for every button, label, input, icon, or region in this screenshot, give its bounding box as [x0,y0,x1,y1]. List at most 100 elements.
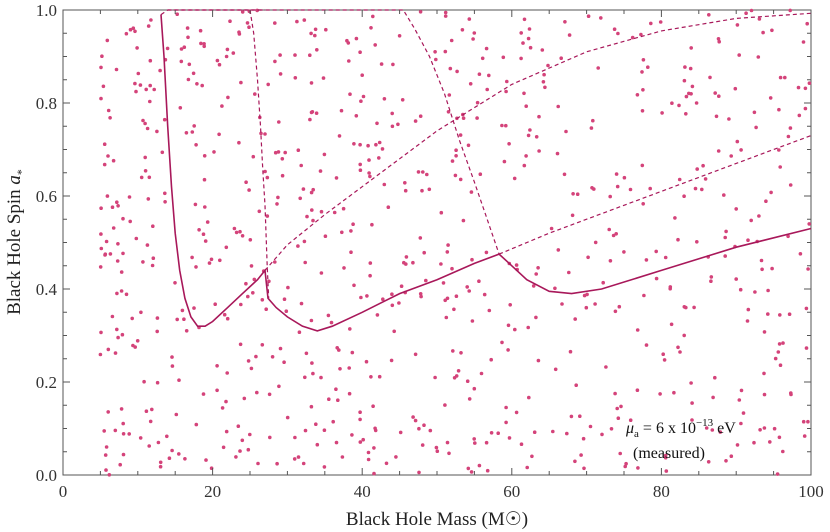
scatter-point [711,395,715,400]
scatter-point [586,255,590,260]
scatter-point [673,216,677,220]
scatter-point [375,313,380,317]
scatter-point [100,54,104,58]
scatter-point [468,82,473,86]
scatter-point [276,195,280,200]
scatter-point [528,128,532,132]
scatter-point [182,317,186,322]
scatter-point [179,47,184,51]
scatter-point [366,457,371,462]
scatter-point [522,17,527,22]
scatter-point [141,118,145,123]
scatter-point [282,360,286,365]
scatter-point [806,267,810,271]
scatter-point [737,398,742,402]
scatter-point [635,93,640,97]
scatter-point [522,163,527,168]
scatter-point [500,340,504,345]
scatter-point [519,31,523,35]
scatter-point [234,230,239,235]
scatter-point [305,214,309,219]
scatter-point [215,364,219,368]
scatter-point [553,367,558,372]
scatter-point [99,232,103,236]
scatter-point [455,69,459,74]
scatter-point [589,126,594,130]
scatter-point [434,445,439,450]
scatter-point [286,285,290,290]
scatter-point [636,466,640,470]
scatter-point [593,240,598,245]
scatter-point [384,461,389,466]
scatter-point [416,170,421,174]
scatter-point [392,329,397,334]
scatter-point [240,234,245,238]
scatter-point [658,392,662,396]
scatter-point [202,44,206,49]
scatter-point [588,424,593,429]
scatter-point [658,20,663,24]
scatter-point [377,156,381,160]
scatter-point [225,47,230,52]
scatter-point [479,371,484,376]
scatter-point [454,148,458,152]
scatter-point [624,461,628,466]
scatter-point [568,349,573,354]
scatter-point [276,150,281,154]
scatter-point [599,16,603,20]
scatter-point [786,234,790,239]
scatter-point [540,48,545,52]
scatter-point [158,460,163,465]
scatter-point [367,171,371,175]
scatter-point [592,187,596,191]
scatter-point [579,453,583,457]
scatter-point [119,270,124,274]
scatter-point [507,142,511,146]
exclusion-dashed-curve [264,12,812,271]
scatter-point [459,351,463,355]
x-tick-label: 80 [653,482,670,501]
scatter-point [304,351,309,356]
scatter-point [120,332,125,337]
scatter-point [504,405,508,410]
scatter-point [700,187,704,192]
scatter-point [646,65,650,69]
scatter-point [299,301,304,306]
scatter-point [121,216,125,221]
scatter-point [372,446,376,450]
scatter-point [688,66,693,71]
scatter-point [402,260,406,265]
scatter-point [586,14,591,18]
y-tick-labels: 0.0 0.2 0.4 0.6 0.8 1.0 [36,1,58,485]
scatter-point [487,73,491,78]
scatter-point [119,289,124,293]
scatter-point [273,150,278,155]
x-tick-label: 100 [798,482,824,501]
scatter-point [131,26,136,31]
scatter-point [757,214,761,218]
scatter-point [735,443,740,447]
scatter-point [144,409,149,414]
scatter-point [722,193,726,197]
scatter-point [244,281,248,286]
scatter-point [103,253,107,257]
scatter-point [373,43,378,47]
scatter-point [309,318,314,323]
scatter-point [467,397,472,401]
scatter-point [380,147,385,151]
scatter-point [335,346,340,350]
scatter-point [105,194,110,198]
scatter-point [339,108,344,113]
scatter-point [764,199,768,203]
scatter-point [293,76,298,80]
scatter-point [783,75,787,80]
scatter-point [434,57,438,62]
scatter-point [382,182,387,187]
scatter-point [417,470,421,475]
scatter-point [273,59,277,64]
scatter-point [133,81,137,86]
plot-frame [62,9,812,476]
scatter-point [708,75,712,80]
scatter-point [152,87,156,92]
scatter-point [225,371,229,375]
